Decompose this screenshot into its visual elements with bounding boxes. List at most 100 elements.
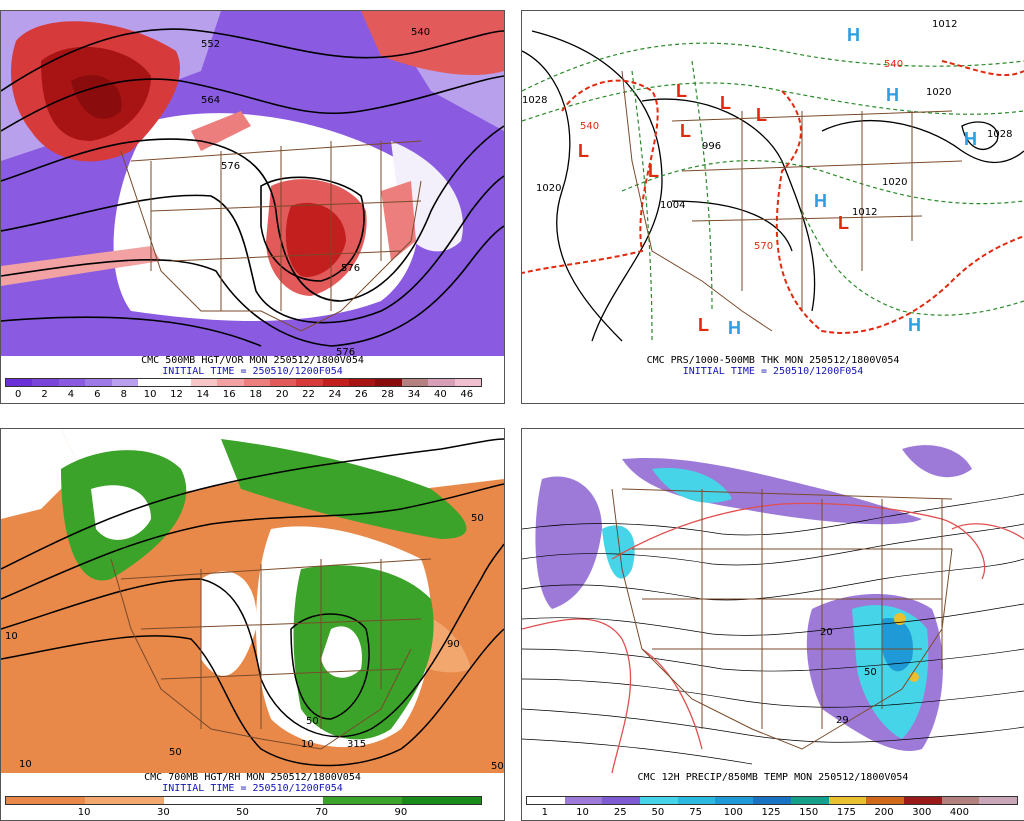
scale-swatch [58,379,86,386]
contour-label-576: 576 [221,161,240,172]
contour-label-576-c: 576 [336,347,355,356]
panel-pressure-thickness: 1028 1020 1004 996 1012 1012 1020 1028 1… [521,10,1024,404]
scale-swatch [322,379,350,386]
contour-label-10: 10 [5,631,18,642]
scale-swatch [164,379,191,386]
scale-swatch [296,379,323,386]
pressure-label-1012: 1012 [852,207,877,218]
contour-label-50: 50 [169,747,182,758]
thickness-540-570 [522,60,1024,334]
pressure-label-1020-c: 1020 [926,87,951,98]
height-contours [1,438,504,767]
scale-tick-label: 12 [170,389,183,400]
scale-tick-label: 75 [689,807,702,818]
scale-tick-label: 50 [236,807,249,818]
scale-swatch [790,797,829,804]
caption-title: CMC PRS/1000-500MB THK MON 250512/1800V0… [646,355,900,366]
scale-tick-label: 22 [302,389,315,400]
contour-label-540: 540 [411,27,430,38]
low-pressure-marker-gulf: L [698,315,709,335]
scale-swatch [715,797,754,804]
contour-label-576-b: 576 [341,263,360,274]
scale-tick-label: 300 [912,807,932,818]
panel-precip-850mb-temp: 20 50 29 CMC 12H PRECIP/850MB TEMP MON 2… [521,428,1024,821]
scale-swatch [32,379,59,386]
scale-tick-label: 2 [41,389,48,400]
scale-tick-label: 28 [381,389,394,400]
state-boundaries [110,558,432,750]
contour-label-552: 552 [201,39,220,50]
contour-label-10-c: 10 [301,739,314,750]
scale-tick-label: 30 [156,807,170,818]
caption-initial-time: INITIAL TIME = 250510/1200F054 [162,366,343,377]
isobars [522,30,1024,342]
scale-tick-label: 10 [77,807,91,818]
scale-tick-label: 46 [460,389,474,400]
scale-tick-label: 18 [249,389,263,400]
pressure-label-1004: 1004 [660,200,685,211]
pressure-label-1028: 1028 [522,95,547,106]
scale-swatch [190,379,218,386]
vorticity-map: 552 564 576 576 540 576 [1,11,504,356]
scale-swatch [243,379,270,386]
low-pressure-marker: L [720,93,731,113]
scale-tick-label: 25 [613,807,627,818]
scale-tick-label: 34 [407,389,421,400]
contour-label-564: 564 [201,95,220,106]
precip-scale-ticks: 1 10 25 50 75 100 125 150 175 200 300 400 [526,807,1016,819]
scale-tick-label: 26 [354,389,368,400]
scale-swatch [6,379,33,386]
state-boundaries [621,70,963,332]
scale-tick-label: 0 [15,389,22,400]
contour-label-90: 90 [447,639,460,650]
height-contours [1,28,504,347]
scale-swatch [349,379,376,386]
low-pressure-marker: L [578,141,589,161]
thickness-label-540: 540 [580,121,599,132]
scale-swatch [454,379,482,386]
scale-swatch [866,797,904,804]
high-pressure-marker: H [886,85,899,105]
humidity-scale-ticks: 10 30 50 70 90 [5,807,480,819]
pressure-map: 1028 1020 1004 996 1012 1012 1020 1028 1… [522,11,1024,356]
scale-tick-label: 400 [949,807,969,818]
state-boundaries [611,488,953,750]
scale-tick-label: 1 [541,807,549,818]
scale-tick-label: 175 [836,807,856,818]
scale-swatch [111,379,138,386]
scale-swatch [6,797,86,804]
pressure-label-1020-b: 1020 [882,177,907,188]
scale-tick-label: 100 [723,807,743,818]
scale-swatch [269,379,297,386]
scale-swatch [164,797,244,804]
high-pressure-marker: H [908,315,921,335]
scale-swatch [85,379,112,386]
scale-swatch [428,379,455,386]
contour-label-50: 50 [864,667,877,678]
scale-tick-label: 125 [761,807,781,818]
caption-title: CMC 700MB HGT/RH MON 250512/1800V054 [144,772,361,783]
scale-swatch [243,797,323,804]
panel-500mb-vorticity: 552 564 576 576 540 576 CMC 500MB HGT/VO… [0,10,505,404]
scale-tick-label: 40 [434,389,447,400]
panel-caption: CMC PRS/1000-500MB THK MON 250512/1800V0… [522,355,1024,377]
scale-swatch [979,797,1017,804]
scale-swatch [217,379,244,386]
freezing-isotherms [522,502,1024,773]
scale-tick-label: 50 [651,807,665,818]
caption-initial-time: INITIAL TIME = 250510/1200F054 [162,783,343,794]
scale-swatch [941,797,980,804]
caption-initial-time: INITIAL TIME = 250510/1200F054 [682,366,864,377]
scale-swatch [322,797,402,804]
pressure-label-1020: 1020 [536,183,561,194]
low-pressure-marker: L [756,105,767,125]
precip-max-marker [894,613,906,625]
scale-tick-label: 24 [328,389,342,400]
thickness-label-570: 570 [754,241,773,252]
scale-tick-label: 14 [196,389,210,400]
caption-title: CMC 500MB HGT/VOR MON 250512/1800V054 [141,355,364,366]
low-pressure-marker: L [838,213,849,233]
pressure-label-1028-b: 1028 [987,129,1012,140]
low-pressure-marker: L [676,81,687,101]
scale-swatch [828,797,867,804]
